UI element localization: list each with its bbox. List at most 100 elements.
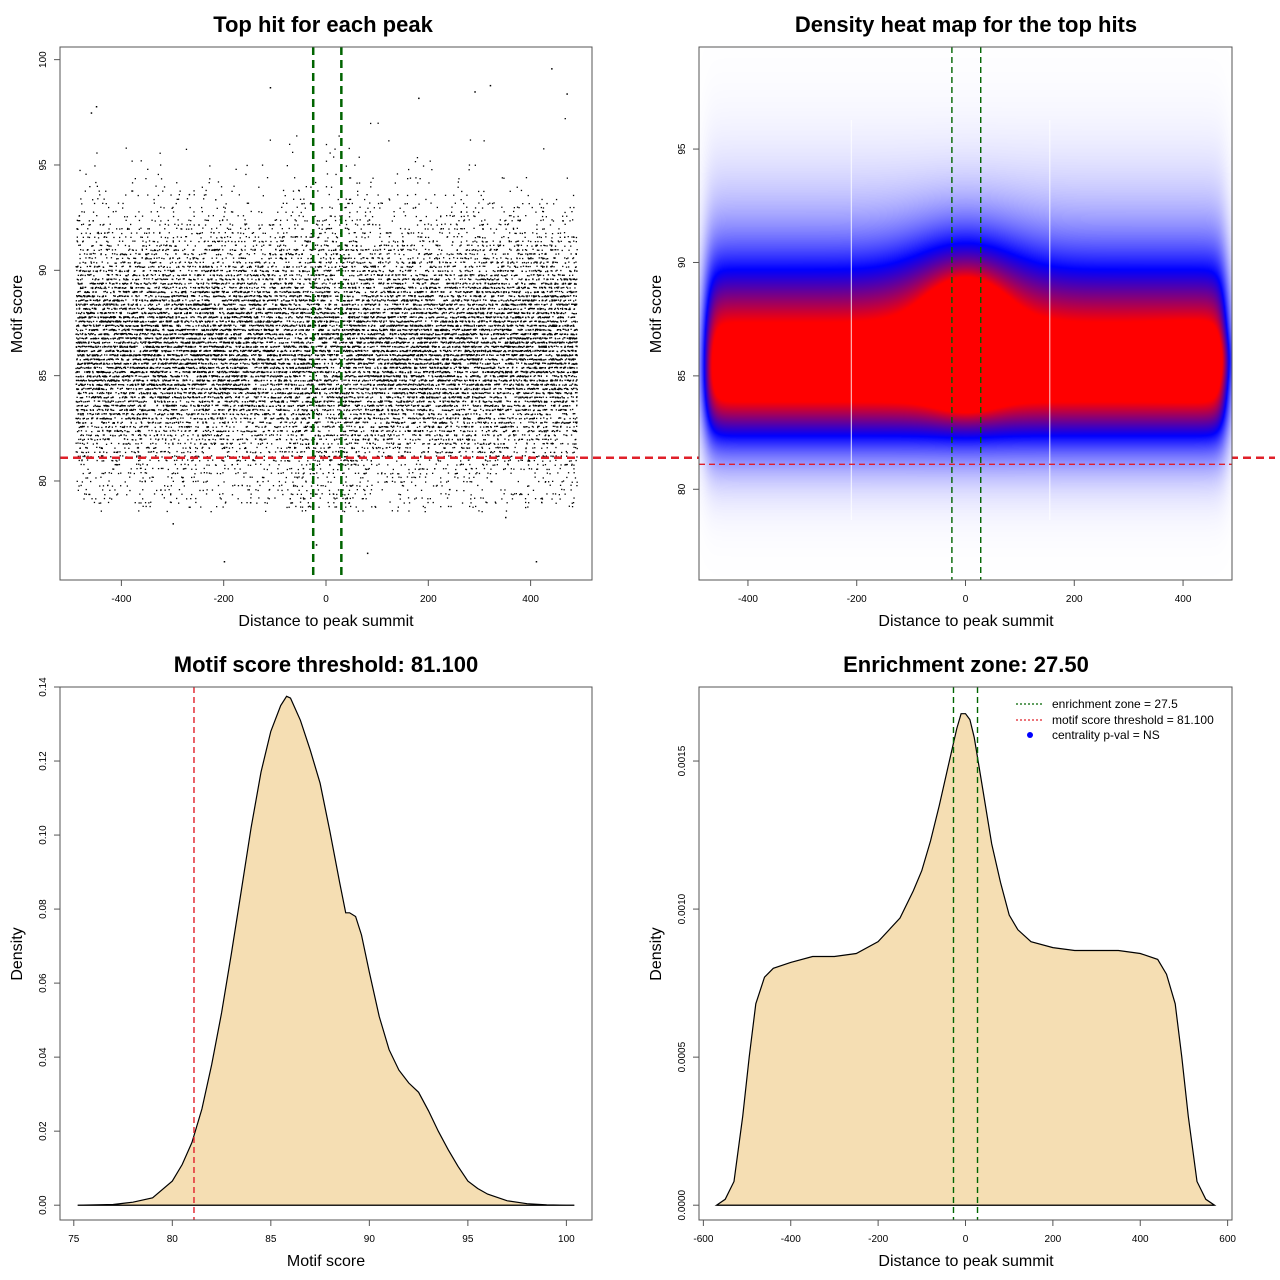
scatter-point [546,290,549,293]
scatter-point [98,383,101,386]
scatter-point [373,409,375,411]
scatter-point [225,283,227,285]
scatter-point [167,434,169,437]
scatter-point [436,452,438,454]
scatter-point [390,401,392,403]
scatter-point [156,316,158,318]
scatter-point [455,468,457,471]
scatter-point [384,363,386,365]
scatter-point [575,380,577,382]
scatter-point [571,236,573,238]
scatter-point [502,337,504,339]
scatter-point [359,253,362,255]
scatter-point [473,282,475,284]
scatter-point [367,480,369,482]
scatter-point [240,355,242,357]
scatter-point [466,358,468,360]
scatter-point [142,413,144,415]
scatter-point [542,388,544,390]
scatter-point [447,282,449,285]
scatter-point [139,253,141,255]
scatter-point [369,379,371,381]
scatter-point [438,405,441,407]
scatter-point [255,354,257,356]
scatter-point [446,451,448,453]
scatter-point [566,177,568,179]
scatter-point [339,325,341,327]
scatter-point [142,383,145,385]
scatter-point [526,439,529,441]
scatter-point [228,312,230,315]
scatter-point [257,434,259,436]
scatter-point [371,299,373,301]
scatter-point [412,362,414,365]
scatter-point [467,397,469,399]
scatter-point [442,439,445,441]
scatter-point [548,468,550,471]
scatter-point [446,262,448,264]
scatter-point [356,320,358,323]
scatter-point [453,367,455,370]
scatter-point [419,430,421,433]
scatter-point [185,274,187,276]
scatter-point [564,320,566,323]
scatter-point [547,312,549,314]
scatter-point [539,316,541,318]
scatter-point [266,177,269,179]
scatter-point [105,413,107,415]
scatter-point [456,345,458,348]
scatter-point [182,371,184,373]
scatter-point [546,442,548,444]
scatter-point [508,241,510,243]
scatter-point [530,240,532,243]
scatter-point [557,346,559,348]
scatter-point [132,299,134,301]
scatter-point [431,316,433,318]
scatter-point [305,245,307,247]
scatter-point [532,350,534,352]
scatter-point [129,472,132,474]
scatter-point [455,337,457,339]
scatter-point [494,459,497,462]
scatter-point [347,279,350,281]
scatter-point [165,438,167,440]
scatter-point [156,418,158,420]
scatter-point [249,274,252,276]
scatter-point [345,278,347,281]
scatter-point [543,321,545,323]
scatter-point [572,408,574,411]
scatter-point [244,404,246,407]
scatter-point [328,455,330,458]
scatter-point [116,494,118,496]
scatter-point [170,321,172,323]
scatter-point [330,371,332,373]
scatter-point [135,252,137,255]
scatter-point [142,477,144,479]
scatter-point [400,476,402,479]
scatter-point [369,211,371,213]
scatter-point [432,359,434,361]
scatter-point [575,387,577,390]
scatter-point [223,313,225,315]
scatter-point [419,391,422,394]
scatter-point [451,282,453,285]
scatter-point [82,338,85,340]
scatter-point [424,426,426,428]
scatter-point [496,371,499,373]
scatter-point [540,396,542,399]
scatter-point [454,442,456,444]
scatter-point [482,354,484,356]
scatter-point [162,325,164,327]
scatter-point [389,299,391,302]
scatter-point [541,329,543,331]
scatter-point [342,493,344,496]
scatter-point [212,270,215,272]
scatter-point [354,317,356,319]
scatter-point [415,329,417,332]
scatter-point [179,413,181,416]
scatter-point [383,337,385,340]
scatter-point [527,506,529,508]
scatter-point [256,304,258,306]
scatter-point [571,346,574,348]
scatter-point [212,317,214,319]
